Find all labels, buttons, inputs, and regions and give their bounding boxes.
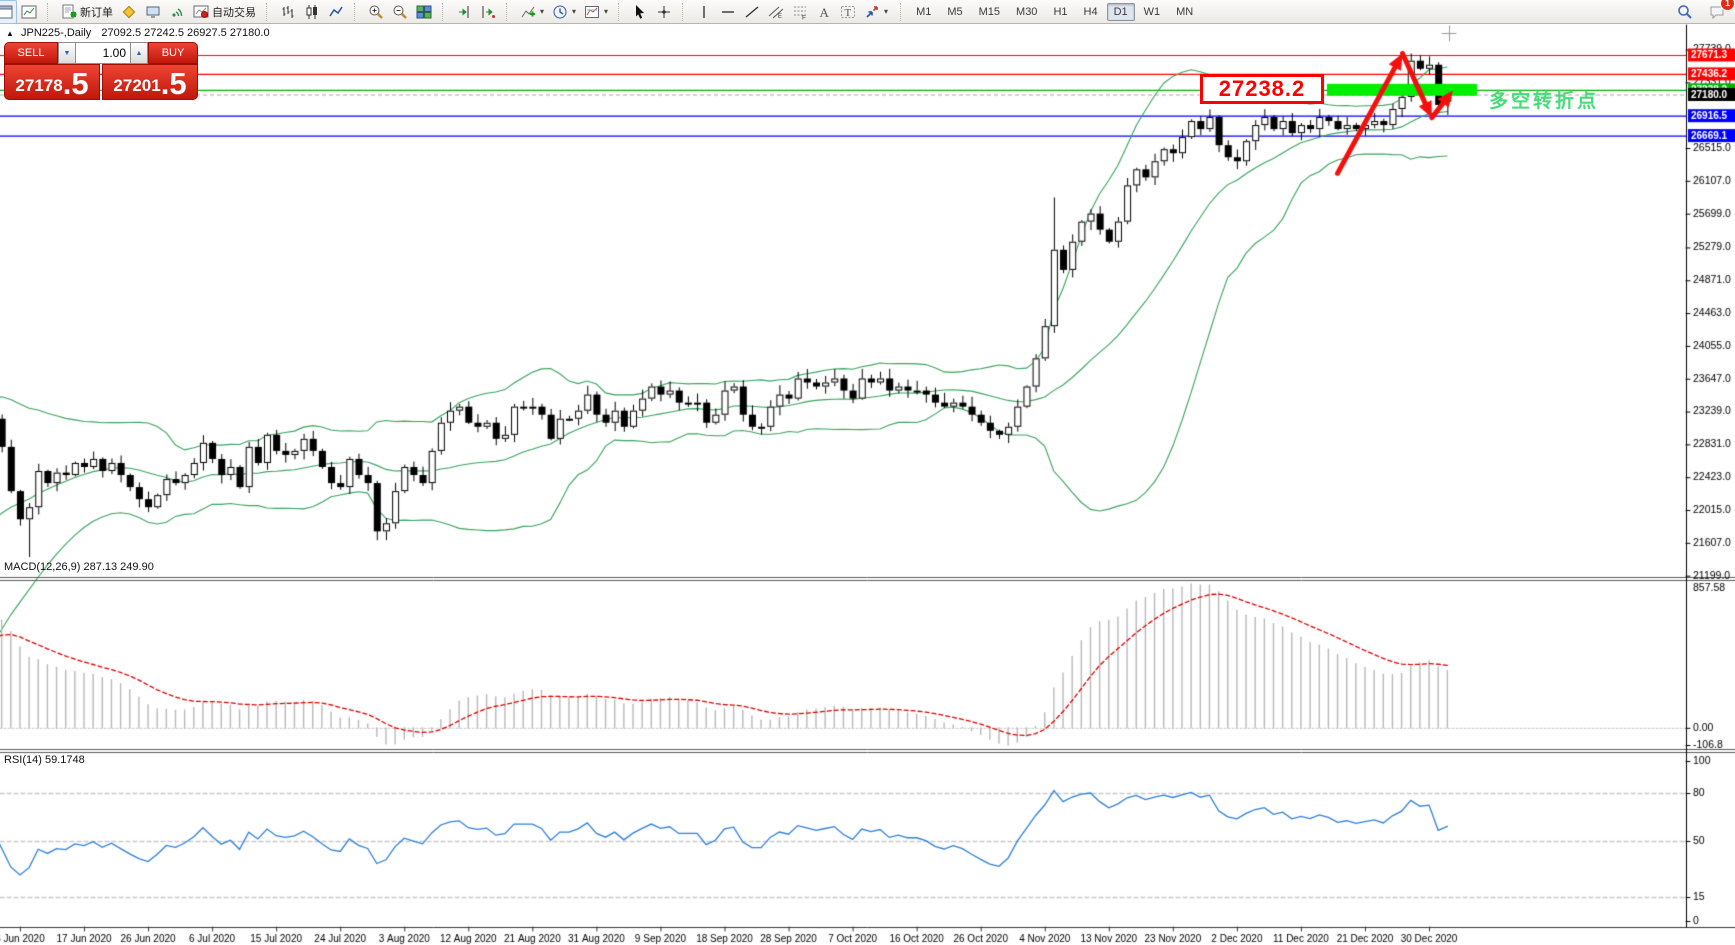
toolbar-separator [618, 2, 624, 21]
buy-price-main: 27201 [113, 76, 161, 95]
timeframe-m1[interactable]: M1 [916, 5, 932, 18]
sell-price-pip: .5 [62, 66, 89, 102]
text-icon[interactable] [812, 0, 836, 24]
toolbar-separator [354, 2, 360, 21]
chat-badge: 1 [1720, 0, 1735, 11]
text-label-icon[interactable] [836, 0, 860, 24]
collapse-triangle-icon[interactable]: ▲ [6, 29, 14, 38]
timeframe-m15[interactable]: M15 [978, 5, 1001, 18]
sell-price-button[interactable]: 27178 .5 [4, 64, 100, 100]
buy-button[interactable]: BUY [148, 42, 198, 64]
tile-windows-icon[interactable] [412, 0, 436, 24]
channel-icon[interactable] [764, 0, 788, 24]
chart-window-icon[interactable] [17, 0, 41, 24]
line-chart-icon[interactable] [324, 0, 348, 24]
chat-icon[interactable]: 1 [1705, 0, 1735, 24]
one-click-trading-panel: SELL ▼ ▲ BUY 27178 .5 27201 .5 [4, 42, 198, 100]
timeframe-h4[interactable]: H4 [1083, 5, 1098, 18]
hline-icon[interactable] [716, 0, 740, 24]
periods-icon[interactable]: ▾ [548, 0, 580, 24]
ohlc-values: 27092.5 27242.5 26927.5 27180.0 [101, 27, 270, 39]
timeframe-m30[interactable]: M30 [1016, 5, 1038, 18]
sell-price-main: 27178 [15, 76, 63, 95]
arrows-icon[interactable]: ▾ [860, 0, 892, 24]
pivot-price-label[interactable]: 27238.2 [1200, 74, 1324, 104]
zoom-out-icon[interactable] [388, 0, 412, 24]
macd-indicator-label: MACD(12,26,9) 287.13 249.90 [4, 561, 154, 573]
templates-icon[interactable]: ▾ [580, 0, 612, 24]
buy-price-button[interactable]: 27201 .5 [102, 64, 198, 100]
new-order-icon[interactable]: 新订单 [57, 0, 117, 24]
buy-price-pip: .5 [160, 66, 187, 102]
zoom-in-icon[interactable] [364, 0, 388, 24]
timeframe-d1[interactable]: D1 [1106, 2, 1135, 21]
terminal-icon[interactable] [141, 0, 165, 24]
lot-increase-button[interactable]: ▲ [130, 42, 148, 64]
toolbar-separator [442, 2, 448, 21]
timeframe-w1[interactable]: W1 [1143, 5, 1161, 18]
timeframe-m5[interactable]: M5 [947, 5, 963, 18]
sell-button[interactable]: SELL [4, 42, 58, 64]
candles-chart-icon[interactable] [300, 0, 324, 24]
timeframe-h1[interactable]: H1 [1053, 5, 1068, 18]
timeframe-group: M1 M5 M15 M30 H1 H4 D1 W1 MN [894, 1, 1203, 23]
autotrade-icon[interactable]: 自动交易 [189, 0, 260, 24]
toolbar-separator [506, 2, 512, 21]
toolbar-separator [266, 2, 272, 21]
timeframe-mn[interactable]: MN [1176, 5, 1194, 18]
rsi-indicator-label: RSI(14) 59.1748 [4, 754, 85, 766]
gold-diamond-icon[interactable] [117, 0, 141, 24]
fibonacci-icon[interactable] [788, 0, 812, 24]
toolbar-separator [47, 2, 53, 21]
bars-chart-icon[interactable] [276, 0, 300, 24]
pivot-note-text[interactable]: 多空转折点 [1489, 91, 1600, 112]
chart-shift-icon[interactable] [452, 0, 476, 24]
toolbar-separator [682, 2, 688, 21]
lot-size-input[interactable] [76, 42, 130, 64]
vline-icon[interactable] [692, 0, 716, 24]
cursor-icon[interactable] [628, 0, 652, 24]
auto-scroll-icon[interactable] [476, 0, 500, 24]
symbol-period-label: JPN225-,Daily [20, 27, 92, 39]
signal-icon[interactable] [165, 0, 189, 24]
window-icon[interactable] [0, 0, 17, 24]
indicators-icon[interactable]: ▾ [516, 0, 548, 24]
crosshair-icon[interactable] [652, 0, 676, 24]
chart-title: ▲ JPN225-,Daily 27092.5 27242.5 26927.5 … [6, 27, 270, 39]
search-icon[interactable] [1673, 0, 1697, 24]
trendline-icon[interactable] [740, 0, 764, 24]
lot-decrease-button[interactable]: ▼ [58, 42, 76, 64]
